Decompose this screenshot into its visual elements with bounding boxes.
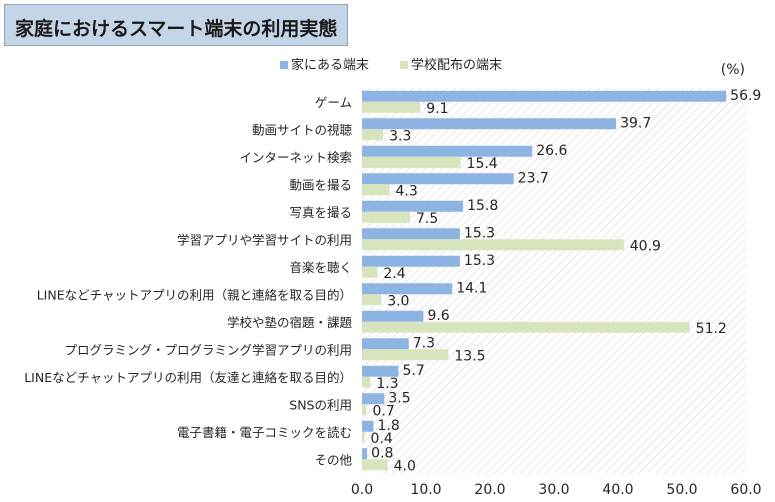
title-box: 家庭におけるスマート端末の利用実態 <box>4 4 348 46</box>
category-label: SNSの利用 <box>289 397 352 412</box>
bar-school <box>362 431 365 443</box>
category-label: ゲーム <box>315 95 352 110</box>
category-label: 音楽を聴く <box>289 260 352 275</box>
bar-home <box>362 420 374 432</box>
x-tick-label: 40.0 <box>602 482 633 498</box>
data-label-home: 39.7 <box>620 115 651 131</box>
x-tick-label: 60.0 <box>730 482 761 498</box>
x-tick-label: 0.0 <box>351 482 373 498</box>
data-label-school: 0.4 <box>371 431 393 447</box>
legend-swatch <box>400 61 408 69</box>
data-label-home: 56.9 <box>730 88 761 104</box>
bar-home <box>362 118 617 130</box>
bar-school <box>362 294 382 306</box>
bar-home <box>362 145 533 157</box>
data-label-home: 5.7 <box>402 363 424 379</box>
legend-label: 家にある端末 <box>291 57 369 73</box>
x-tick-label: 20.0 <box>474 482 505 498</box>
bar-home <box>362 90 727 102</box>
data-label-home: 15.8 <box>467 198 498 214</box>
x-tick-label: 30.0 <box>538 482 569 498</box>
data-label-home: 7.3 <box>413 335 435 351</box>
category-label: 動画を撮る <box>289 177 352 192</box>
bar-school <box>362 156 461 168</box>
bar-home <box>362 365 399 377</box>
bar-home <box>362 255 460 267</box>
bar-school <box>362 376 371 388</box>
unit-label: (%) <box>721 62 745 78</box>
bar-school <box>362 404 367 416</box>
category-label: 写真を撮る <box>289 205 352 220</box>
bar-home <box>362 200 464 212</box>
category-label: 電子書籍・電子コミックを読む <box>177 425 352 440</box>
category-label: 学習アプリや学習サイトの利用 <box>177 232 352 247</box>
data-label-home: 14.1 <box>456 280 487 296</box>
data-label-home: 26.6 <box>536 143 567 159</box>
category-label: その他 <box>314 452 352 467</box>
bar-school <box>362 211 410 223</box>
category-label: LINEなどチャットアプリの利用（親と連絡を取る目的） <box>37 287 352 302</box>
bar-home <box>362 173 514 185</box>
bar-school <box>362 101 421 113</box>
category-label: 学校や塾の宿題・課題 <box>227 315 353 330</box>
data-label-school: 0.7 <box>372 403 394 419</box>
data-label-school: 9.1 <box>426 101 448 117</box>
bar-home <box>362 228 460 240</box>
data-label-school: 3.0 <box>387 293 409 309</box>
bar-school <box>362 266 378 278</box>
data-label-school: 3.3 <box>389 128 411 144</box>
bar-school <box>362 184 390 196</box>
bar-home <box>362 393 385 405</box>
bar-home <box>362 283 453 295</box>
bar-school <box>362 239 624 251</box>
bar-school <box>362 321 690 333</box>
data-label-home: 23.7 <box>518 170 549 186</box>
category-label: インターネット検索 <box>239 150 352 165</box>
data-label-school: 2.4 <box>383 266 405 282</box>
category-label: LINEなどチャットアプリの利用（友達と連絡を取る目的） <box>24 370 352 385</box>
data-label-home: 9.6 <box>427 308 449 324</box>
data-label-home: 15.3 <box>464 225 495 241</box>
bar-school <box>362 349 449 361</box>
bar-school <box>362 129 384 141</box>
data-label-school: 1.3 <box>376 376 398 392</box>
bar-home <box>362 338 409 350</box>
data-label-school: 4.3 <box>396 183 418 199</box>
data-label-home: 1.8 <box>378 418 400 434</box>
x-tick-label: 10.0 <box>410 482 441 498</box>
legend-label: 学校配布の端末 <box>411 57 502 73</box>
x-tick-label: 50.0 <box>666 482 697 498</box>
data-label-school: 51.2 <box>696 321 727 337</box>
data-label-school: 4.0 <box>394 458 416 474</box>
category-label: プログラミング・プログラミング学習アプリの利用 <box>64 342 352 357</box>
data-label-home: 15.3 <box>464 253 495 269</box>
data-label-school: 15.4 <box>467 156 498 172</box>
data-label-school: 7.5 <box>416 211 438 227</box>
bar-home <box>362 310 424 322</box>
data-label-school: 13.5 <box>454 348 485 364</box>
data-label-school: 40.9 <box>630 238 661 254</box>
category-label: 動画サイトの視聴 <box>252 122 353 137</box>
legend-swatch <box>280 61 288 69</box>
data-label-home: 3.5 <box>388 390 410 406</box>
page-title: 家庭におけるスマート端末の利用実態 <box>15 18 338 40</box>
bar-school <box>362 459 388 471</box>
data-label-home: 0.8 <box>371 445 393 461</box>
bar-home <box>362 448 368 460</box>
